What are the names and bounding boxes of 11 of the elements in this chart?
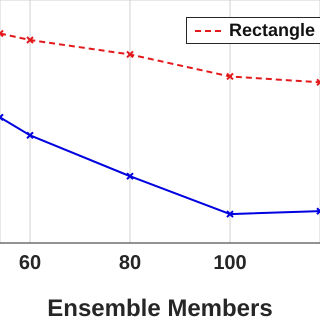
legend-label: Rectangle: [228, 20, 315, 41]
x-tick-label: 60: [18, 252, 42, 274]
point: [126, 50, 134, 58]
point: [226, 72, 234, 80]
x-tick-label: 80: [118, 252, 142, 274]
point: [26, 131, 34, 140]
point: [26, 36, 34, 44]
point: [226, 210, 234, 218]
x-tick-label: 100: [213, 252, 247, 274]
point: [126, 172, 134, 180]
x-axis-title: Ensemble Members: [47, 295, 273, 320]
